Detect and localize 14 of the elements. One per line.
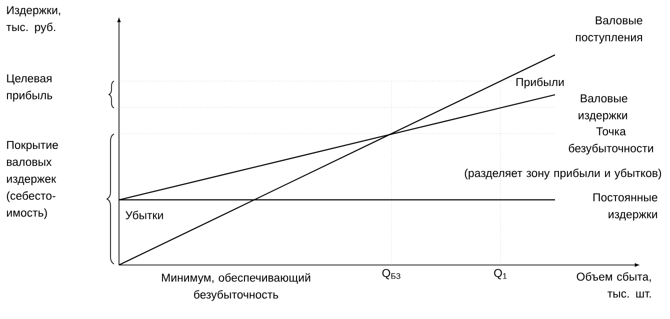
text: Валовые издержки [578, 94, 628, 122]
x-tick-label: Q$_{1}$ [494, 269, 507, 280]
text: Точка безубыточности [568, 127, 654, 155]
text: Покрытие валовых издержек (себесто-имость) [6, 141, 58, 219]
annotation: (разделяет зону прибыли и убытков) [464, 168, 662, 180]
text: Издержки, тыс. руб. [6, 6, 60, 34]
annotation: Прибыли [516, 78, 564, 88]
x-tick-label: Q$_{БЗ}$ [382, 269, 400, 280]
text: Минимум, обеспечивающий безубыточность [162, 273, 310, 301]
text: Целевая прибыль [6, 74, 52, 102]
text: Валовые поступления [576, 16, 642, 44]
text: Постоянные издержки [593, 193, 658, 221]
annotation: Убытки [126, 210, 163, 220]
x-axis-title: Объем сбыта, тыс. шт. [576, 272, 651, 298]
